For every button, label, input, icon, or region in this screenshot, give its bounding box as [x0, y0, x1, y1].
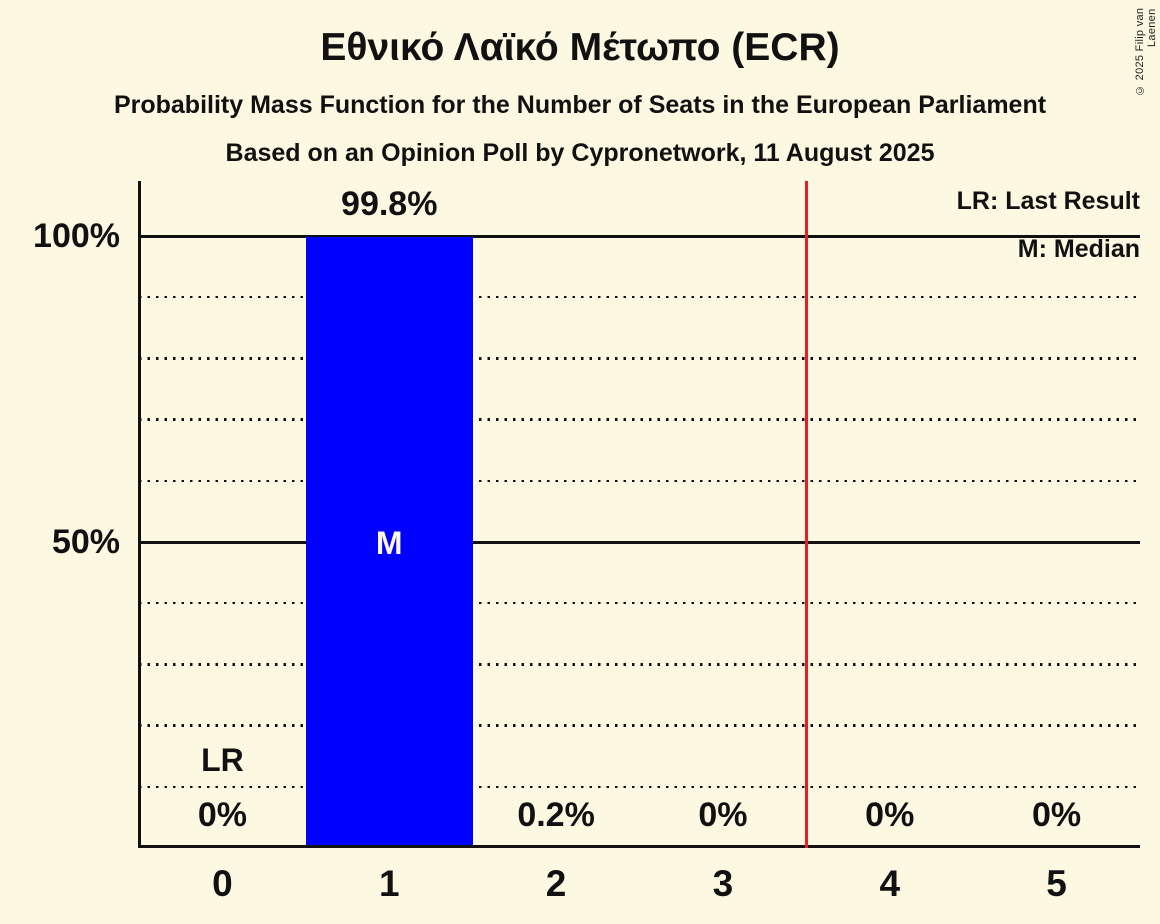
gridline-dotted-30	[139, 663, 1140, 666]
bar-value-label-1: 99.8%	[341, 185, 438, 224]
x-axis-tick-label-0: 0	[212, 863, 233, 904]
gridline-dotted-40	[139, 601, 1140, 605]
y-axis-tick-label-100: 100%	[33, 217, 120, 255]
x-axis-tick-label-4: 4	[879, 863, 901, 904]
y-axis-tick-label-50: 50%	[51, 523, 120, 561]
bar-value-label-3: 0%	[698, 796, 748, 834]
chart-poll-info: Based on an Opinion Poll by Cypronetwork…	[225, 139, 935, 167]
x-axis-line	[138, 845, 1140, 848]
copyright-notice: © 2025 Filip van Laenen	[1134, 8, 1158, 97]
gridline-dotted-90	[139, 295, 1140, 299]
legend-median: M: Median	[1017, 235, 1140, 263]
chart-subtitle: Probability Mass Function for the Number…	[113, 91, 1047, 119]
gridline-solid-50	[139, 540, 1140, 544]
gridline-dotted-60	[139, 479, 1140, 483]
legend-last-result: LR: Last Result	[956, 187, 1140, 215]
last-result-marker-label: LR	[201, 742, 244, 778]
gridline-dotted-10	[139, 785, 1140, 789]
bar-value-label-4: 0%	[865, 796, 915, 834]
plot-area: 0% 0 99.8% 1 0.2% 2 0% 3 0% 4 0% 5 M LR	[138, 181, 1140, 904]
gridline-solid-100	[139, 234, 1140, 238]
x-axis-tick-label-3: 3	[712, 863, 734, 904]
bar-value-label-5: 0%	[1032, 796, 1082, 834]
x-axis-tick-label-5: 5	[1046, 863, 1067, 904]
x-axis-tick-label-2: 2	[545, 863, 567, 904]
pmf-bar-1	[305, 237, 473, 848]
bar-value-label-0: 0%	[197, 796, 247, 834]
x-axis-tick-label-1: 1	[378, 863, 400, 904]
reference-line	[804, 181, 808, 848]
gridline-dotted-80	[139, 357, 1140, 360]
chart-title: Εθνικό Λαϊκό Μέτωπο (ECR)	[320, 26, 840, 69]
gridline-dotted-70	[139, 418, 1140, 421]
gridline-dotted-20	[139, 724, 1140, 727]
y-axis-line	[138, 181, 141, 848]
bar-value-label-2: 0.2%	[517, 796, 595, 834]
median-marker-label: M	[375, 524, 403, 561]
